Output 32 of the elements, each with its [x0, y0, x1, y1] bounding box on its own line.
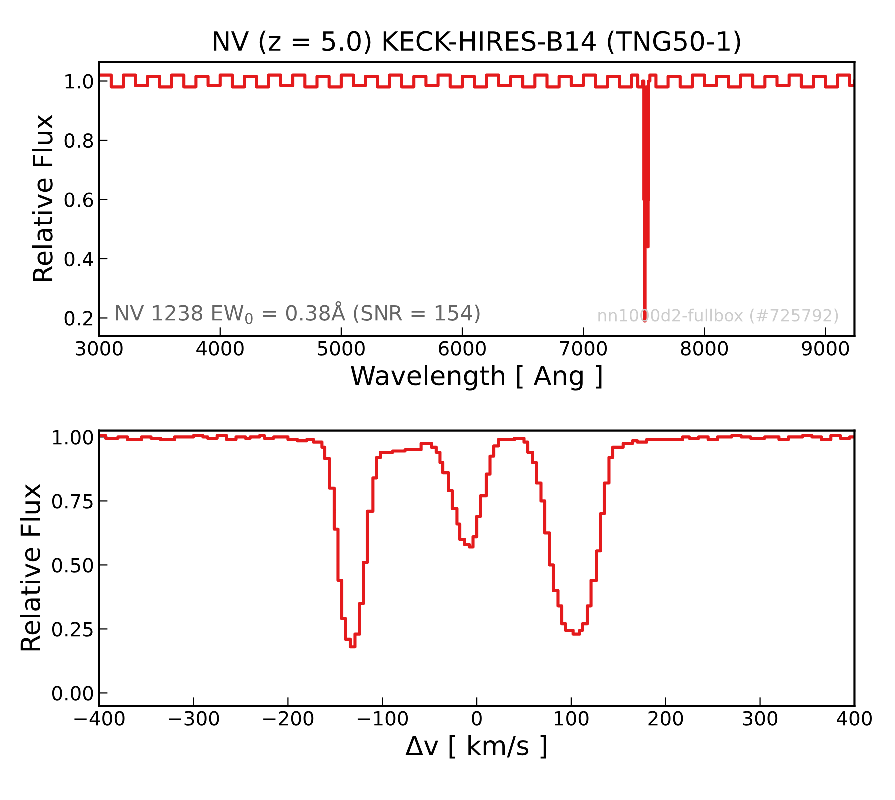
x-tick-label: 4000: [196, 341, 244, 356]
y-axis-title: Relative Flux: [20, 484, 41, 651]
y-tick-label: 0.2: [64, 311, 93, 326]
y-tick-label: 0.25: [52, 622, 93, 637]
x-axis-title: Δv [ km/s ]: [406, 735, 546, 759]
x-axis-title: Wavelength [ Ang ]: [350, 365, 602, 391]
y-tick-label: 0.6: [64, 192, 94, 208]
y-tick-label: 0.50: [52, 558, 94, 573]
y-axis-title: Relative Flux: [32, 115, 53, 282]
x-tick-label: 300: [743, 711, 778, 726]
x-tick-label: 400: [837, 711, 872, 726]
x-tick-label: 8000: [681, 341, 728, 356]
x-tick-label: 100: [555, 711, 589, 726]
y-tick-label: 0.4: [64, 252, 94, 267]
annotation: NV 1238 EW$_{0}$ = 0.38Å (SNR = 154): [116, 301, 480, 324]
x-tick-label: 5000: [318, 341, 365, 356]
y-tick-label: 0.8: [64, 133, 94, 148]
x-tick-label: −300: [169, 711, 220, 726]
x-tick-label: 3000: [76, 341, 123, 356]
y-tick-label: 1.0: [66, 74, 94, 89]
x-tick-label: 0: [472, 711, 482, 726]
chart-title: NV (z = 5.0) KECK-HIRES-B14 (TNG50-1): [214, 30, 740, 54]
y-tick-label: 0.75: [52, 494, 93, 509]
x-tick-label: 9000: [802, 341, 850, 356]
y-tick-label: 1.00: [53, 430, 94, 445]
x-tick-label: −200: [264, 711, 314, 726]
x-tick-label: 6000: [439, 341, 486, 356]
x-tick-label: 200: [648, 711, 684, 726]
x-tick-label: −100: [358, 711, 408, 726]
x-tick-label: 7000: [560, 341, 608, 356]
y-tick-label: 0.00: [52, 686, 94, 701]
x-tick-label: −400: [74, 711, 125, 726]
